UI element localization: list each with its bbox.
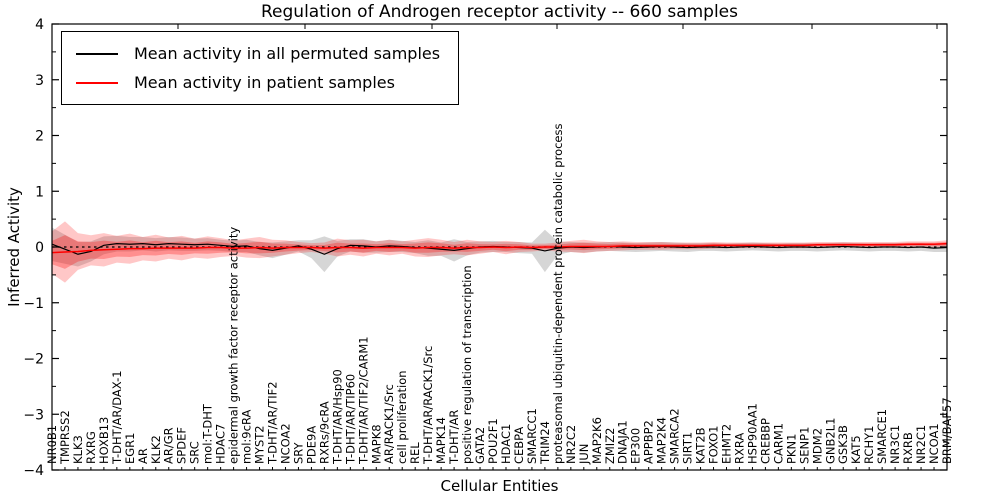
- x-tick-label: CARM1: [771, 423, 785, 464]
- x-tick-label: MYST2: [253, 425, 267, 464]
- x-tick-label: CREBBP: [758, 418, 772, 464]
- x-tick-label: RXRG: [84, 431, 98, 464]
- x-tick-label: JUN: [577, 444, 591, 465]
- y-tick-label: −1: [23, 296, 44, 312]
- x-tick-label: SRY: [291, 441, 305, 464]
- x-tick-label: MAPK8: [369, 424, 383, 464]
- x-tick-label: DNAJA1: [616, 420, 630, 464]
- x-tick-label: KLK3: [71, 435, 85, 464]
- x-tick-label: GNB2L1: [823, 418, 837, 464]
- x-tick-label: T-DHT/AR/RACK1/Src: [421, 346, 435, 465]
- x-tick-label: HOXB13: [97, 417, 111, 464]
- x-tick-label: SRC: [188, 441, 202, 464]
- legend-item-patient: Mean activity in patient samples: [76, 68, 440, 97]
- x-tick-label: NR2C2: [564, 425, 578, 464]
- x-tick-label: AR/RACK1/Src: [382, 384, 396, 464]
- y-tick-label: 1: [35, 184, 44, 200]
- permuted-std-band: [52, 227, 947, 273]
- legend-label-permuted: Mean activity in all permuted samples: [134, 44, 441, 63]
- x-tick-label: PDE9A: [304, 426, 318, 464]
- legend-item-permuted: Mean activity in all permuted samples: [76, 39, 440, 68]
- x-tick-label: ZMIZ2: [603, 428, 617, 464]
- x-tick-label: APPBP2: [642, 420, 656, 464]
- x-tick-label: NR3C1: [888, 425, 902, 464]
- x-tick-label: T-DHT/AR: [447, 410, 461, 465]
- x-tick-label: HSP90AA1: [745, 403, 759, 464]
- x-tick-label: SPDEF: [175, 427, 189, 464]
- x-tick-label: NR0B1: [45, 425, 59, 464]
- x-tick-label: mol:T-DHT: [201, 403, 215, 464]
- x-tick-label: RXRA: [732, 433, 746, 464]
- x-tick-label: CEBPA: [512, 427, 526, 464]
- x-tick-label: RXRB: [901, 432, 915, 464]
- patient-line-swatch: [76, 81, 118, 84]
- x-tick-label: KLK2: [149, 435, 163, 464]
- legend-label-patient: Mean activity in patient samples: [134, 73, 395, 92]
- x-tick-label: proteasomal ubiquitin-dependent protein …: [551, 123, 565, 464]
- y-tick-label: −3: [23, 407, 44, 423]
- y-tick-label: 4: [35, 17, 44, 33]
- x-tick-label: RCHY1: [862, 426, 876, 464]
- x-tick-label: SMARCE1: [875, 409, 889, 464]
- x-tick-label: HDAC1: [499, 424, 513, 464]
- y-tick-label: 0: [35, 240, 44, 256]
- x-tick-label: T-DHT/AR/DAX-1: [110, 370, 124, 465]
- x-tick-label: SIRT1: [681, 432, 695, 464]
- x-tick-label: positive regulation of transcription: [460, 265, 474, 464]
- x-tick-label: NR2C1: [914, 425, 928, 464]
- x-tick-label: HDAC7: [214, 424, 228, 464]
- x-tick-label: EHMT2: [719, 424, 733, 464]
- x-tick-label: EP300: [629, 428, 643, 464]
- patient-std-band-outer: [52, 221, 947, 283]
- x-tick-label: NCOA2: [278, 423, 292, 464]
- x-tick-label: SMARCA2: [668, 408, 682, 464]
- x-tick-label: epidermal growth factor receptor activit…: [227, 227, 241, 464]
- x-tick-label: AR: [136, 448, 150, 464]
- x-tick-label: PKN1: [784, 434, 798, 464]
- x-tick-label: MAP2K4: [655, 417, 669, 464]
- x-tick-label: KAT5: [849, 435, 863, 464]
- legend-box: Mean activity in all permuted samples Me…: [61, 31, 460, 105]
- x-tick-label: RXRs/9cRA: [317, 401, 331, 464]
- x-tick-label: NCOA1: [927, 423, 941, 464]
- y-tick-label: 3: [35, 73, 44, 89]
- x-tick-label: cell proliferation: [395, 370, 409, 464]
- x-tick-label: MAPK14: [434, 417, 448, 464]
- chart-title: Regulation of Androgen receptor activity…: [261, 2, 738, 22]
- patient-std-band-inner: [52, 235, 947, 269]
- x-tick-label: SMARCC1: [525, 408, 539, 464]
- x-tick-label: T-DHT/AR/TIP60: [343, 374, 357, 465]
- x-tick-label: GSK3B: [836, 425, 850, 464]
- y-tick-label: 2: [35, 129, 44, 145]
- x-tick-label: SENP1: [797, 427, 811, 464]
- x-tick-label: MAP2K6: [590, 417, 604, 464]
- x-tick-label: TMPRSS2: [58, 410, 72, 465]
- permuted-line-swatch: [76, 52, 118, 55]
- x-axis-label: Cellular Entities: [440, 477, 559, 495]
- x-tick-label: T-DHT/AR/TIF2: [266, 381, 280, 465]
- x-tick-label: POU2F1: [486, 418, 500, 464]
- x-tick-label: BRM/BAF57: [940, 397, 954, 464]
- x-tick-label: T-DHT/AR/TIF2/CARM1: [356, 336, 370, 465]
- x-tick-label: EGR1: [123, 433, 137, 465]
- x-tick-label: GATA2: [473, 427, 487, 464]
- y-axis-label: Inferred Activity: [5, 187, 23, 307]
- y-tick-label: −2: [23, 352, 44, 368]
- x-tick-label: MDM2: [810, 428, 824, 464]
- x-tick-label: REL: [408, 442, 422, 464]
- patient-mean-line: [51, 242, 948, 254]
- x-tick-label: T-DHT/AR/Hsp90: [330, 369, 344, 465]
- x-tick-label: FOXO1: [707, 426, 721, 464]
- x-tick-label: KAT2B: [694, 427, 708, 464]
- x-tick-label: AR/GR: [162, 427, 176, 464]
- y-tick-label: −4: [23, 463, 44, 479]
- x-tick-label: mol:9cRA: [240, 410, 254, 464]
- x-tick-label: TRIM24: [538, 421, 552, 465]
